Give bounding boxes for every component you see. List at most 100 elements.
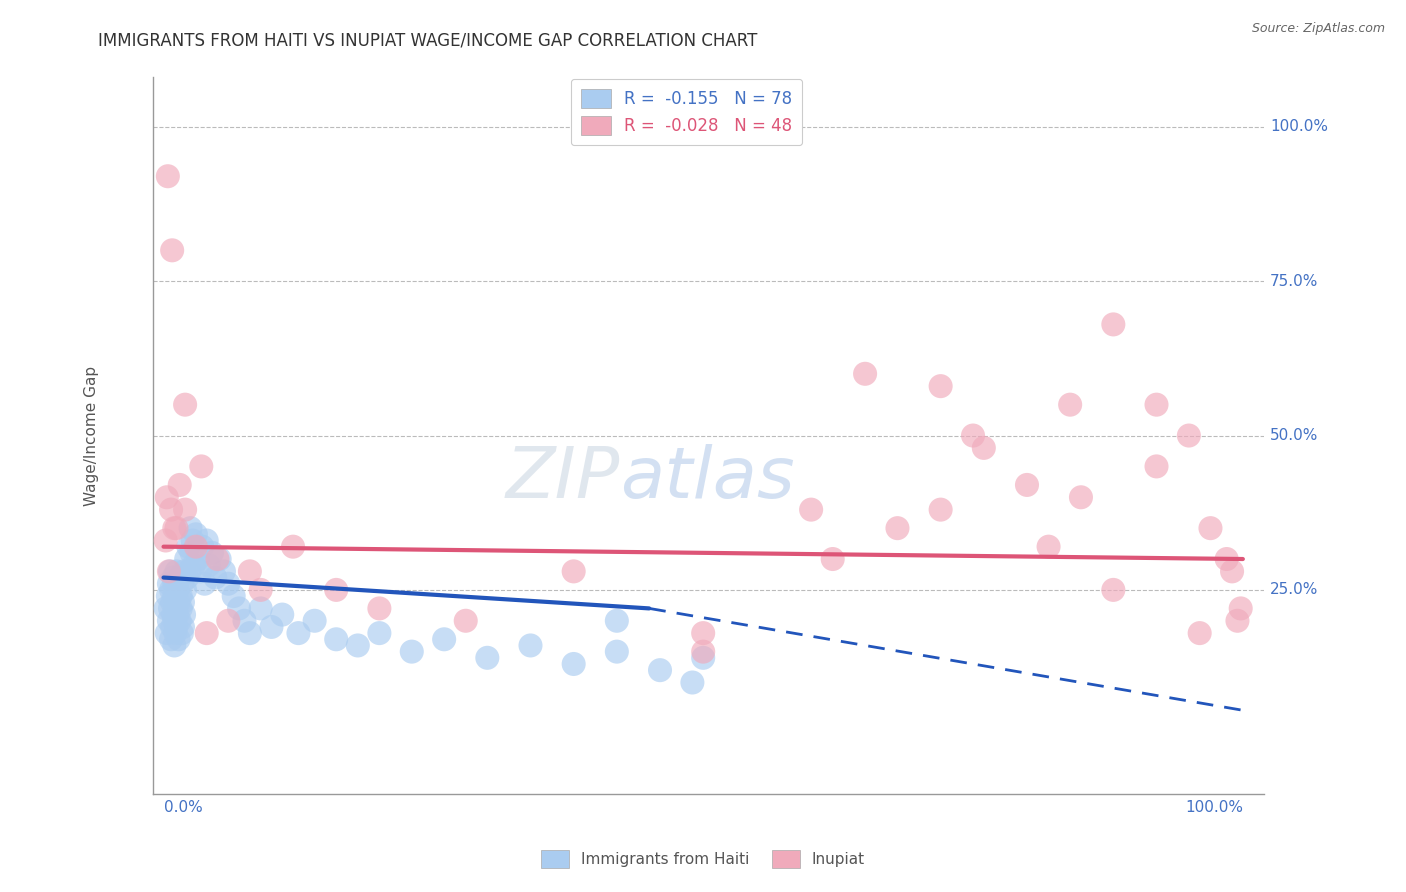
Point (281, 540, 304, 554)
Point (190, 459, 212, 474)
Point (217, 614, 239, 628)
Point (648, 663, 671, 677)
Point (195, 626, 218, 640)
Point (1038, 540, 1060, 554)
Text: 50.0%: 50.0% (1270, 428, 1319, 443)
Point (222, 589, 245, 603)
Point (183, 558, 205, 573)
Point (304, 614, 326, 628)
Point (174, 582, 197, 597)
Point (173, 607, 195, 622)
Point (177, 540, 200, 554)
Point (325, 632, 347, 647)
Point (169, 614, 191, 628)
Point (1178, 428, 1201, 442)
Point (159, 565, 181, 579)
Point (207, 552, 229, 566)
Point (401, 645, 423, 659)
Point (181, 533, 204, 548)
Point (692, 650, 714, 665)
Point (368, 601, 391, 615)
Point (1059, 398, 1081, 412)
Point (606, 645, 628, 659)
Point (1215, 552, 1237, 566)
Point (217, 576, 239, 591)
Point (287, 626, 309, 640)
Point (165, 626, 187, 640)
Text: IMMIGRANTS FROM HAITI VS INUPIAT WAGE/INCOME GAP CORRELATION CHART: IMMIGRANTS FROM HAITI VS INUPIAT WAGE/IN… (98, 31, 758, 49)
Point (1226, 614, 1249, 628)
Point (519, 639, 541, 653)
Text: atlas: atlas (620, 444, 794, 513)
Point (1070, 490, 1092, 504)
Point (249, 601, 271, 615)
Point (172, 595, 194, 609)
Point (1102, 582, 1125, 597)
Point (973, 441, 995, 455)
Text: Source: ZipAtlas.com: Source: ZipAtlas.com (1251, 22, 1385, 36)
Point (1220, 565, 1243, 579)
Text: 100.0%: 100.0% (1270, 120, 1327, 135)
Point (191, 540, 214, 554)
Point (477, 650, 499, 665)
Point (160, 244, 183, 258)
Point (160, 502, 183, 516)
Point (169, 570, 191, 584)
Point (166, 565, 188, 579)
Text: 100.0%: 100.0% (1185, 800, 1243, 814)
Point (228, 601, 250, 615)
Point (157, 565, 180, 579)
Point (562, 657, 585, 671)
Point (800, 502, 823, 516)
Point (172, 620, 194, 634)
Point (160, 595, 183, 609)
Point (433, 632, 456, 647)
Point (162, 570, 184, 584)
Point (193, 576, 215, 591)
Text: 25.0%: 25.0% (1270, 582, 1319, 598)
Point (188, 565, 211, 579)
Point (692, 645, 714, 659)
Point (325, 582, 347, 597)
Point (179, 565, 201, 579)
Point (163, 521, 186, 535)
Point (606, 614, 628, 628)
Point (821, 552, 844, 566)
Point (1015, 478, 1038, 492)
Point (170, 589, 193, 603)
Point (155, 533, 177, 548)
Point (160, 632, 183, 647)
Point (163, 576, 186, 591)
Point (167, 595, 190, 609)
Point (170, 576, 193, 591)
Text: 0.0%: 0.0% (163, 800, 202, 814)
Point (195, 533, 218, 548)
Point (156, 490, 179, 504)
Point (212, 565, 235, 579)
Point (198, 558, 221, 573)
Point (169, 478, 191, 492)
Point (260, 620, 283, 634)
Point (174, 552, 197, 566)
Point (1146, 459, 1168, 474)
Point (562, 565, 585, 579)
Point (156, 169, 179, 184)
Point (692, 626, 714, 640)
Point (166, 620, 188, 634)
Point (163, 589, 186, 603)
Point (208, 552, 231, 566)
Point (454, 614, 477, 628)
Point (156, 626, 179, 640)
Point (165, 601, 187, 615)
Point (239, 565, 262, 579)
Point (233, 614, 256, 628)
Point (157, 614, 180, 628)
Point (1229, 601, 1251, 615)
Point (174, 502, 197, 516)
Point (271, 607, 294, 622)
Point (176, 570, 198, 584)
Point (346, 639, 368, 653)
Point (163, 614, 186, 628)
Point (239, 626, 262, 640)
Point (167, 632, 190, 647)
